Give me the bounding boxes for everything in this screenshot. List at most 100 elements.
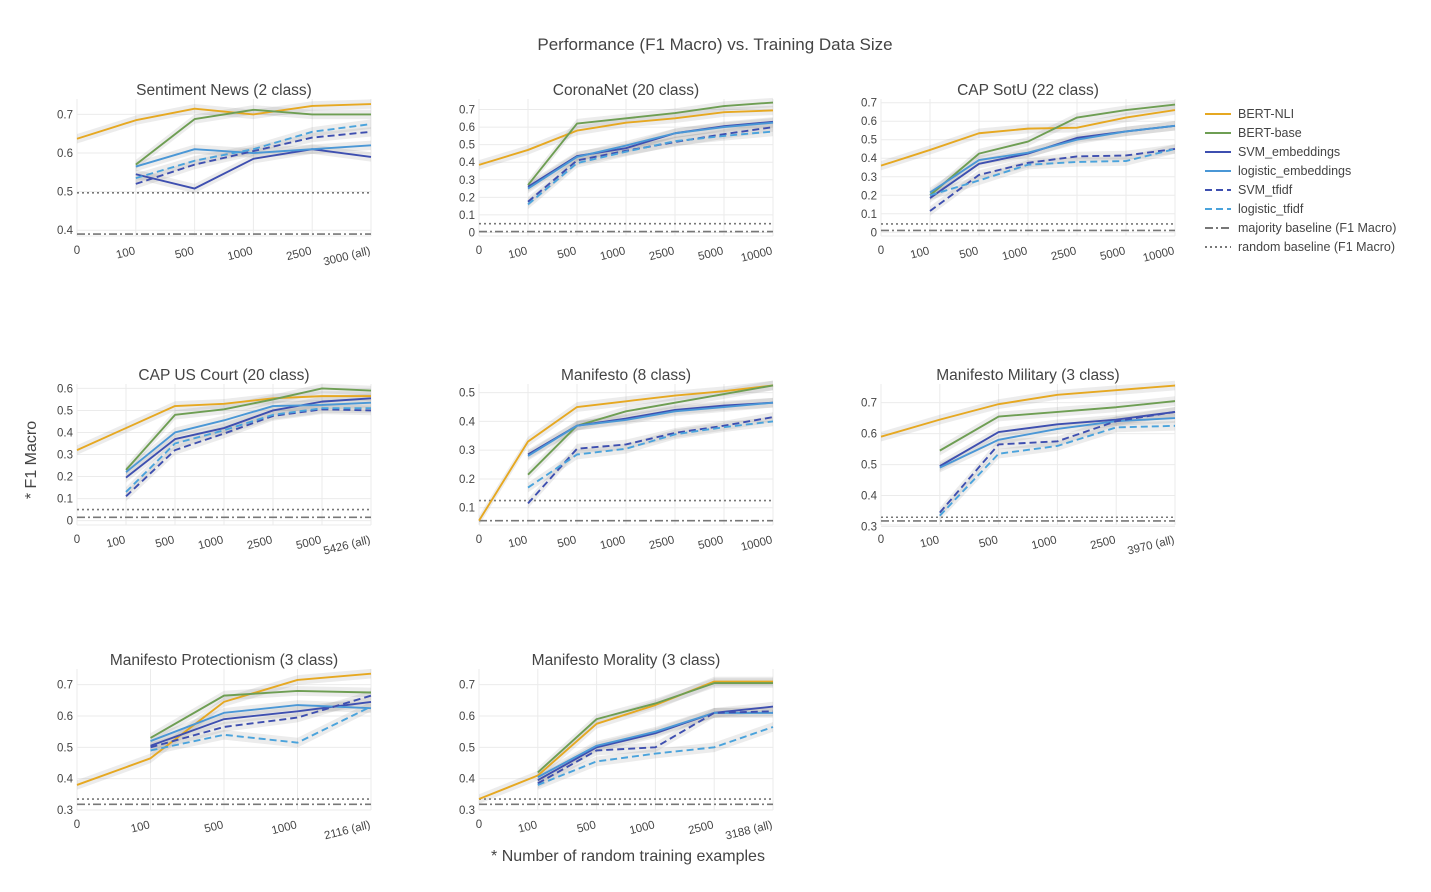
legend-item-logistic-embeddings[interactable]: logistic_embeddings [1205,164,1351,178]
subplot-5: Manifesto Military (3 class) 0.3 0.4 0.5 0.6… [861,367,1176,558]
x-tick-label: 100 [507,245,529,261]
y-tick-label: 0.5 [57,742,73,754]
y-tick-label: 0.5 [861,135,877,147]
legend-label: BERT-NLI [1238,107,1294,121]
y-tick-label: 0.2 [861,190,877,202]
legend-item-majority-baseline-f1-macro-[interactable]: majority baseline (F1 Macro) [1205,221,1396,235]
subplot-1: CoronaNet (20 class) 0 0.1 0.2 0.3 0.4 0.5 0.6 0… [459,82,774,265]
legend-label: SVM_embeddings [1238,145,1340,159]
legend-item-bert-base[interactable]: BERT-base [1205,126,1302,140]
x-tick-label: 5426 (all) [322,534,372,557]
series-line-bert-base [929,103,1176,196]
subplot-title: CoronaNet (20 class) [553,82,699,99]
y-tick-label: 0.1 [459,503,475,515]
y-tick-label: 0.3 [861,172,877,184]
x-tick-label: 10000 [1142,245,1176,264]
x-tick-label: 500 [203,819,225,835]
series-line-bert-nli [478,680,773,800]
confidence-band [528,122,773,207]
series-line-logistic-embeddings [929,124,1176,194]
legend-item-svm-tfidf[interactable]: SVM_tfidf [1205,183,1293,197]
x-tick-label: 1000 [1001,245,1029,263]
subplot-title: CAP US Court (20 class) [138,367,309,384]
subplot-title: Manifesto (8 class) [561,367,691,384]
y-tick-label: 0.7 [57,109,73,121]
y-tick-label: 0.2 [459,474,475,486]
series-line-bert-base [135,108,371,166]
x-tick-label: 10000 [740,534,774,553]
series-line-bert-nli [880,384,1176,438]
legend-item-bert-nli[interactable]: BERT-NLI [1205,107,1294,121]
y-tick-label: 0 [67,516,73,528]
y-tick-label: 0.7 [861,398,877,410]
y-tick-label: 0.4 [459,774,476,786]
x-tick-label: 1000 [226,245,254,263]
x-tick-label: 500 [154,534,176,550]
legend-item-random-baseline-f1-macro-[interactable]: random baseline (F1 Macro) [1205,240,1395,254]
y-tick-label: 0.3 [459,805,475,817]
series-line-bert-nli [880,109,1176,167]
series-line-svm-tfidf [135,130,372,185]
x-tick-label: 2500 [285,245,313,263]
series-line-logistic-embeddings [135,144,372,168]
y-tick-label: 0.4 [57,427,74,439]
x-tick-label: 500 [958,245,980,261]
y-tick-label: 0.4 [57,225,74,237]
subplot-7: Manifesto Morality (3 class) 0.3 0.4 0.5 0.6… [459,652,774,843]
x-tick-label: 100 [507,534,529,550]
y-tick-label: 0.6 [459,711,475,723]
series-line-logistic-tfidf [125,407,371,493]
x-tick-label: 2500 [1050,245,1078,263]
confidence-band [930,144,1175,200]
y-tick-label: 0.5 [459,140,475,152]
series-line-logistic-tfidf [939,424,1176,517]
x-tick-label: 2500 [648,245,676,263]
series-line-svm-tfidf [939,410,1176,514]
legend-label: logistic_tfidf [1238,202,1304,216]
legend-label: SVM_tfidf [1238,183,1293,197]
y-tick-label: 0.3 [861,522,877,534]
subplot-3: CAP US Court (20 class) 0 0.1 0.2 0.3 0.4 0.5 0… [57,367,372,558]
series-line-svm-embeddings [537,705,774,782]
legend-item-svm-embeddings[interactable]: SVM_embeddings [1205,145,1340,159]
y-tick-label: 0.3 [57,805,73,817]
x-tick-label: 500 [978,534,1000,550]
x-tick-label: 3188 (all) [724,819,774,842]
series-line-svm-tfidf [150,694,372,749]
x-tick-label: 500 [556,534,578,550]
x-tick-label: 0 [878,245,884,257]
y-tick-label: 0.6 [57,711,73,723]
series-line-svm-tfidf [527,416,774,505]
x-tick-label: 1000 [1030,534,1058,552]
x-tick-label: 500 [174,245,196,261]
series-line-svm-tfidf [527,126,774,203]
x-tick-label: 5000 [697,534,725,552]
series-line-logistic-embeddings [125,401,372,473]
series-line-svm-embeddings [939,410,1176,467]
x-tick-label: 100 [517,819,539,835]
confidence-band [537,708,773,782]
y-tick-label: 0.1 [57,494,73,506]
x-tick-label: 0 [476,534,482,546]
y-tick-label: 0.4 [57,774,74,786]
series-line-logistic-tfidf [135,123,372,180]
y-tick-label: 0.5 [459,742,475,754]
confidence-band [77,99,371,144]
confidence-band [939,407,1175,471]
confidence-band [135,127,371,189]
series-line-logistic-embeddings [527,121,774,190]
x-tick-label: 2500 [648,534,676,552]
y-axis-title: * F1 Macro [23,421,40,499]
confidence-band [528,97,773,190]
y-tick-label: 0.6 [861,116,877,128]
x-tick-label: 1000 [270,819,298,837]
y-tick-label: 0.3 [459,445,475,457]
confidence-band [939,421,1175,521]
y-tick-label: 0.3 [57,450,73,462]
subplot-title: Manifesto Military (3 class) [936,367,1119,384]
y-tick-label: 0.4 [459,416,476,428]
legend-label: BERT-base [1238,126,1302,140]
legend[interactable]: BERT-NLI BERT-base SVM_embeddings logistic_… [1205,107,1396,254]
legend-item-logistic-tfidf[interactable]: logistic_tfidf [1205,202,1304,216]
y-tick-label: 0.7 [459,105,475,117]
